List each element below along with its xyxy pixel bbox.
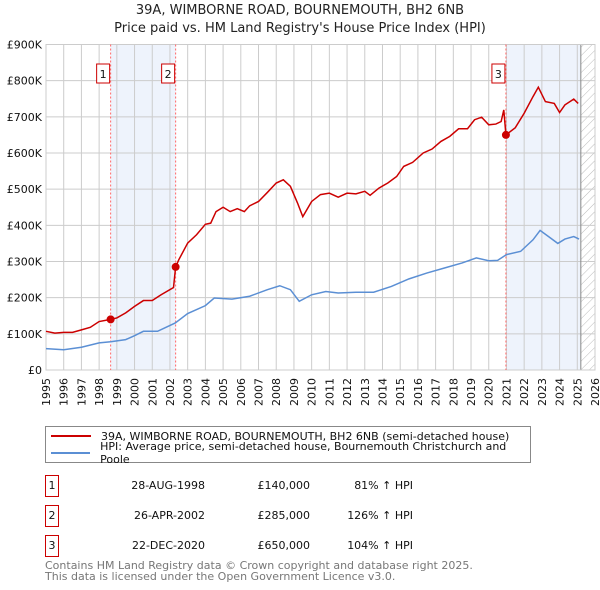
sale-label: 3 [495, 68, 502, 81]
footer-licence: This data is licensed under the Open Gov… [45, 570, 396, 583]
y-tick-label: £400K [7, 219, 43, 232]
y-tick-label: £300K [7, 256, 43, 269]
sale-point [106, 315, 115, 324]
sale-point [171, 262, 180, 271]
y-tick-label: £700K [7, 111, 43, 124]
forecast-hatch [580, 44, 595, 370]
sale-date: 26-APR-2002 [133, 509, 205, 522]
x-tick-label: 2001 [146, 378, 159, 406]
legend-swatch-blue [51, 452, 91, 454]
y-tick-label: £500K [7, 183, 43, 196]
x-tick-label: 1999 [111, 378, 124, 406]
x-tick-label: 2003 [182, 378, 195, 406]
sale-label-box [96, 63, 111, 84]
x-tick-label: 2019 [465, 378, 478, 406]
x-tick-label: 1995 [40, 378, 53, 406]
sale-number: 1 [45, 475, 59, 497]
x-tick-label: 2025 [571, 378, 584, 406]
y-tick-label: £800K [7, 75, 43, 88]
legend-item-property: 39A, WIMBORNE ROAD, BOURNEMOUTH, BH2 6NB… [51, 428, 509, 444]
y-tick-label: £0 [28, 364, 42, 377]
x-tick-label: 2004 [199, 378, 212, 406]
plot-border [45, 44, 596, 371]
x-tick-label: 2014 [376, 378, 389, 406]
x-tick-label: 2008 [270, 378, 283, 406]
sale-point [501, 130, 510, 139]
sale-hpi: 81% ↑ HPI [354, 479, 413, 492]
x-tick-label: 2011 [323, 378, 336, 406]
x-tick-label: 2016 [412, 378, 425, 406]
x-tick-label: 2026 [589, 378, 600, 406]
sale-date: 28-AUG-1998 [131, 479, 205, 492]
y-tick-label: £100K [7, 328, 43, 341]
legend-item-hpi: HPI: Average price, semi-detached house,… [51, 440, 530, 466]
x-tick-label: 2023 [536, 378, 549, 406]
x-tick-label: 2002 [164, 378, 177, 406]
sale-row: 1 28-AUG-1998 £140,000 81% ↑ HPI [45, 475, 545, 497]
shaded-period [505, 44, 581, 370]
legend-swatch-red [51, 435, 91, 437]
sale-label-box [491, 63, 506, 84]
x-tick-label: 1998 [93, 378, 106, 406]
sale-date: 22-DEC-2020 [131, 539, 205, 552]
plot-area: 1995 1996 1997 1998 1999 2000 2001 2002 2003 2004… [7, 39, 600, 407]
legend: 39A, WIMBORNE ROAD, BOURNEMOUTH, BH2 6NB… [45, 426, 531, 466]
x-tick-label: 2007 [253, 378, 266, 406]
sale-price: £285,000 [257, 509, 311, 522]
x-tick-label: 2022 [518, 378, 531, 406]
x-tick-label: 2010 [306, 378, 319, 406]
sale-row: 2 26-APR-2002 £285,000 126% ↑ HPI [45, 505, 545, 527]
sale-hpi: 126% ↑ HPI [347, 509, 413, 522]
x-tick-label: 2012 [341, 378, 354, 406]
chart-subtitle: Price paid vs. HM Land Registry's House … [114, 21, 486, 36]
sale-number: 2 [45, 505, 59, 527]
x-tick-label: 2013 [359, 378, 372, 406]
sale-number: 3 [45, 535, 59, 557]
sale-label: 2 [165, 68, 172, 81]
sale-hpi: 104% ↑ HPI [347, 539, 413, 552]
x-tick-label: 2009 [288, 378, 301, 406]
sale-label: 1 [100, 68, 107, 81]
x-tick-label: 2017 [430, 378, 443, 406]
legend-label: HPI: Average price, semi-detached house,… [100, 440, 507, 466]
legend-label: 39A, WIMBORNE ROAD, BOURNEMOUTH, BH2 6NB… [101, 429, 510, 443]
x-tick-label: 2018 [447, 378, 460, 406]
y-tick-label: £200K [7, 292, 43, 305]
shaded-period [110, 44, 176, 370]
sale-label-box [161, 63, 176, 84]
x-tick-label: 2020 [483, 378, 496, 406]
series-line-hpi [45, 229, 580, 351]
y-tick-label: £600K [7, 147, 43, 160]
x-tick-label: 2024 [554, 378, 567, 406]
x-tick-label: 1997 [75, 378, 88, 406]
chart-title: 39A, WIMBORNE ROAD, BOURNEMOUTH, BH2 6NB [135, 3, 465, 18]
x-tick-label: 2021 [500, 378, 513, 406]
x-tick-label: 2015 [394, 378, 407, 406]
footer-copyright: Contains HM Land Registry data © Crown c… [45, 559, 473, 572]
x-tick-label: 2005 [217, 378, 230, 406]
series-line-property [45, 85, 579, 334]
sale-row: 3 22-DEC-2020 £650,000 104% ↑ HPI [45, 535, 545, 557]
y-tick-label: £900K [7, 39, 43, 52]
x-tick-label: 2000 [129, 378, 142, 406]
x-tick-label: 2006 [235, 378, 248, 406]
x-tick-label: 1996 [58, 378, 71, 406]
sale-price: £650,000 [257, 539, 311, 552]
sale-price: £140,000 [257, 479, 311, 492]
